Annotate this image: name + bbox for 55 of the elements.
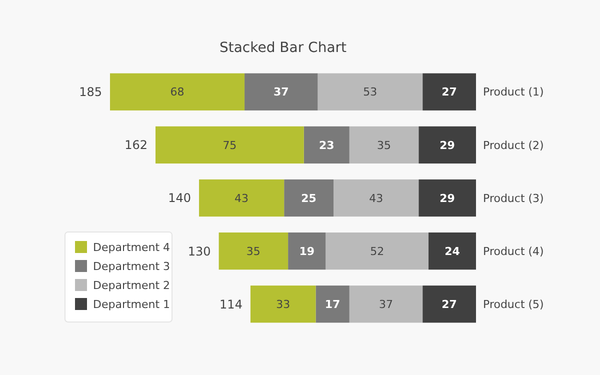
data-label: 52	[370, 244, 384, 258]
data-label: 29	[440, 192, 455, 205]
bar	[422, 73, 476, 110]
bar	[288, 232, 326, 270]
y-tick-label: Product (5)	[483, 298, 544, 311]
data-label: 35	[246, 244, 260, 258]
bar	[349, 126, 419, 164]
legend-label: Department 4	[93, 240, 170, 254]
bar	[316, 286, 350, 323]
data-label: 19	[299, 244, 315, 258]
bar	[304, 126, 350, 164]
total-label: 114	[220, 297, 242, 312]
bar	[250, 286, 316, 323]
y-tick-label: Product (4)	[483, 244, 544, 258]
legend-label: Department 3	[93, 260, 170, 273]
legend-label: Department 2	[93, 278, 170, 292]
y-tick-label: Product (2)	[483, 138, 544, 152]
data-label: 35	[377, 138, 392, 152]
bar	[428, 232, 476, 270]
data-label: 37	[378, 298, 393, 311]
data-label: 27	[442, 86, 457, 99]
bar	[318, 73, 423, 110]
data-label: 33	[276, 298, 290, 311]
data-label: 24	[444, 244, 460, 258]
bar	[110, 73, 245, 110]
y-tick-label: Product (1)	[483, 86, 544, 99]
bar	[418, 179, 476, 217]
data-label: 27	[442, 298, 457, 311]
data-label: 25	[301, 192, 316, 205]
bar	[334, 179, 419, 217]
legend-label: Department 1	[93, 298, 170, 311]
bar	[418, 126, 476, 164]
data-label: 53	[363, 86, 378, 99]
data-label: 43	[369, 192, 384, 205]
total-label: 185	[79, 85, 102, 100]
chart-title: Stacked Bar Chart	[219, 40, 348, 56]
total-label: 140	[168, 191, 192, 206]
bar	[199, 179, 284, 217]
data-label: 75	[222, 138, 237, 152]
bar	[422, 286, 476, 323]
bar	[218, 232, 288, 270]
bar	[326, 232, 429, 270]
data-label: 37	[273, 86, 289, 99]
total-label: 130	[188, 244, 211, 258]
data-label: 23	[318, 138, 334, 152]
data-label: 68	[170, 86, 184, 99]
data-label: 17	[324, 298, 340, 311]
bar	[349, 286, 423, 323]
data-label: 43	[234, 192, 249, 205]
bar	[284, 179, 334, 217]
data-label: 29	[440, 138, 455, 152]
bar	[244, 73, 318, 110]
bar	[156, 126, 304, 164]
y-tick-label: Product (3)	[483, 192, 544, 205]
total-label: 162	[124, 138, 148, 152]
